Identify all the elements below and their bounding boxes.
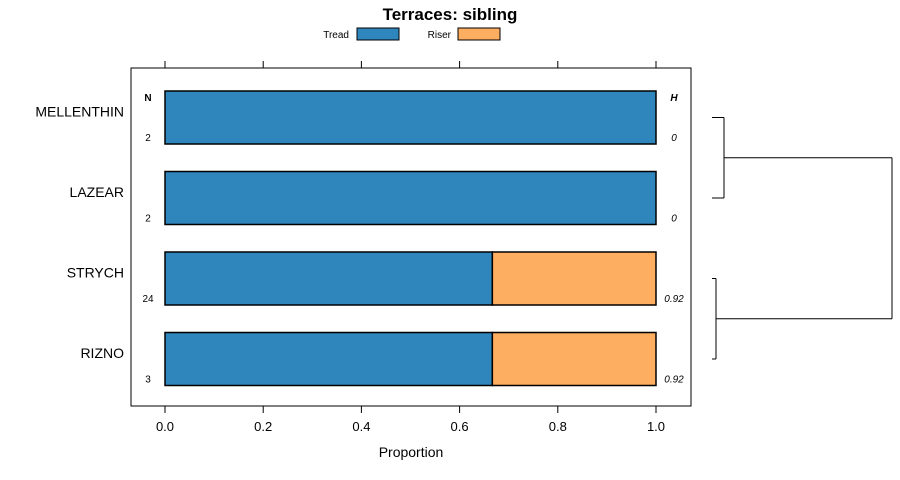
top-axis-ticks (164, 61, 657, 68)
bar-tread (164, 331, 494, 387)
h-value: 0.92 (664, 375, 684, 386)
category-label: MELLENTHIN (35, 104, 124, 120)
x-tick-label: 0.8 (549, 419, 567, 434)
x-tick-label: 0.6 (451, 419, 469, 434)
h-column-header: H (670, 93, 678, 104)
chart-title: Terraces: sibling (383, 5, 518, 24)
bar-riser (491, 331, 657, 387)
legend-swatch-tread (356, 27, 400, 41)
x-axis-title: Proportion (379, 444, 444, 460)
bars (164, 90, 657, 387)
n-value: 3 (145, 375, 151, 386)
bar-tread (164, 170, 657, 226)
plot-frame (130, 67, 692, 407)
h-value: 0 (671, 214, 677, 225)
h-value: 0.92 (664, 294, 684, 305)
bar-tread (164, 251, 494, 306)
n-column-header: N (144, 93, 151, 104)
legend-swatch-riser (457, 27, 501, 41)
bar-tread (164, 90, 657, 145)
legend-label-riser: Riser (428, 30, 452, 41)
legend: Tread Riser (323, 27, 501, 41)
x-axis: 0.0 0.2 0.4 0.6 0.8 1.0 (156, 406, 665, 434)
x-tick-label: 0.4 (352, 419, 370, 434)
x-tick-label: 0.0 (156, 419, 174, 434)
category-label: RIZNO (80, 345, 124, 361)
x-tick-label: 0.2 (254, 419, 272, 434)
legend-label-tread: Tread (323, 30, 349, 41)
category-labels: MELLENTHIN 2 0 LAZEAR 2 0 STRYCH 24 0.92 RIZNO 3 0.… (35, 104, 684, 386)
n-value: 2 (145, 133, 151, 144)
bar-riser (491, 251, 657, 306)
category-label: LAZEAR (70, 184, 124, 200)
dendrogram (712, 117, 893, 360)
h-value: 0 (671, 133, 677, 144)
n-value: 24 (142, 294, 154, 305)
n-value: 2 (145, 214, 151, 225)
category-label: STRYCH (67, 265, 124, 281)
x-tick-label: 1.0 (647, 419, 665, 434)
